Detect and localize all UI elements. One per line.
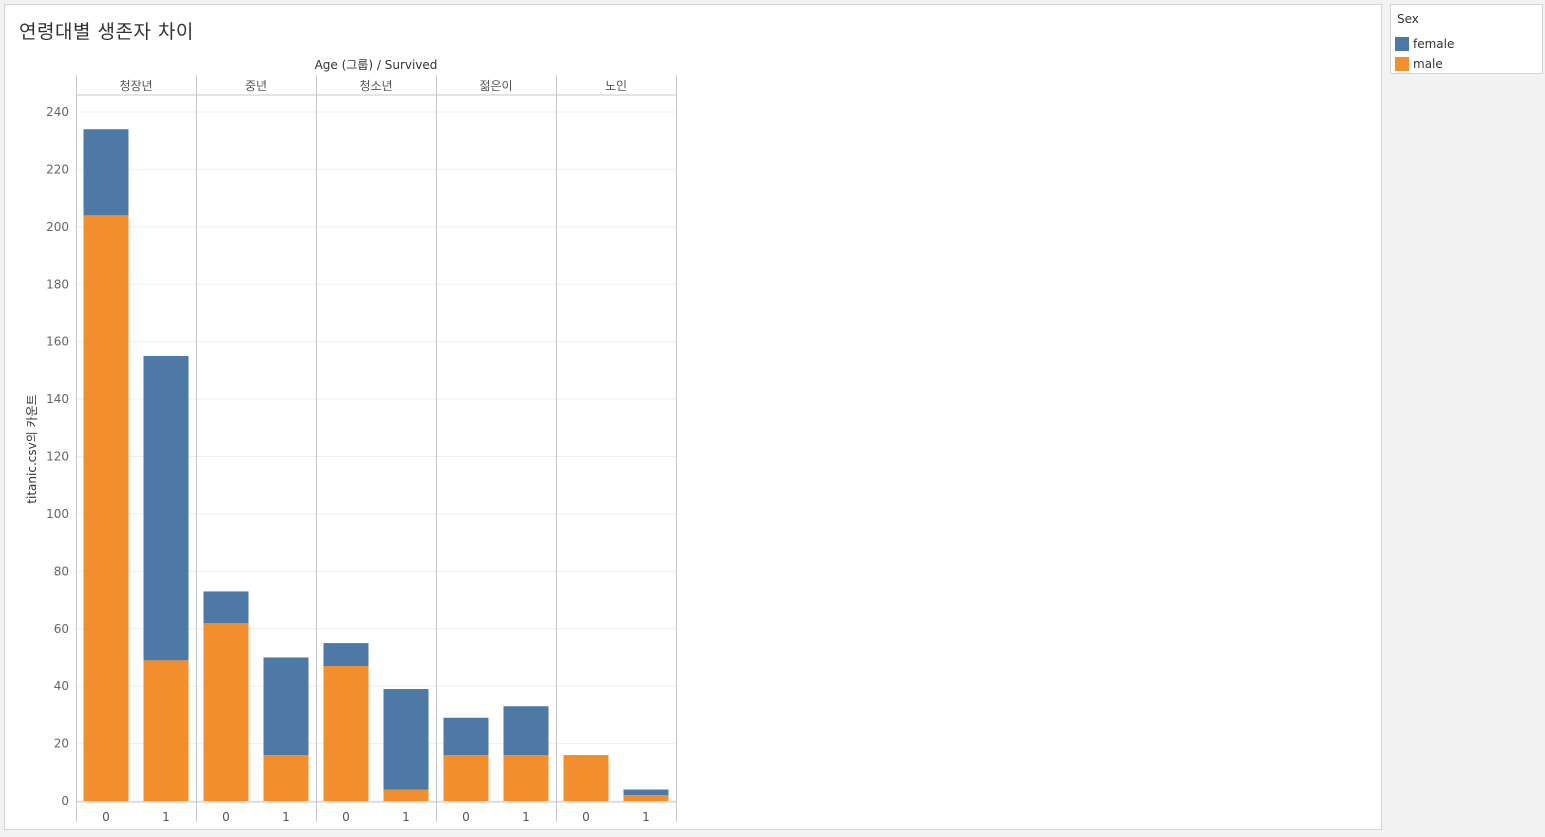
bar-male [443,755,489,801]
y-tick-label: 160 [46,335,69,349]
group-header-label: 노인 [605,79,627,93]
legend-item-male[interactable]: male [1395,56,1535,72]
x-tick-label: 0 [462,810,470,824]
chart-view: 연령대별 생존자 차이 Age (그룹) / Survived 0 20 40 60 80… [4,4,1382,830]
y-tick-label: 20 [54,737,69,751]
column-header-title: Age (그룹) / Survived [315,58,438,72]
x-tick-label: 1 [522,810,530,824]
legend-swatch-male [1395,57,1409,71]
y-axis-label: titanic.csv의 카운트 [25,394,39,503]
bar-female [203,591,249,624]
y-tick-label: 180 [46,277,69,291]
bar-male [383,789,429,801]
stacked-bar-chart: Age (그룹) / Survived020406080100120140160… [25,58,677,824]
y-tick-label: 140 [46,392,69,406]
y-tick-label: 80 [54,564,69,578]
bar-male [503,755,549,801]
bar-female [383,689,429,790]
bar-female [323,643,369,667]
x-tick-label: 0 [222,810,230,824]
group-header-label: 청장년 [119,79,152,93]
y-tick-label: 120 [46,450,69,464]
y-tick-label: 220 [46,162,69,176]
legend-label-male: male [1413,57,1443,71]
bar-female [503,706,549,756]
bar-female [143,356,189,661]
bar-female [443,717,489,756]
legend-title: Sex [1397,12,1419,26]
bar-male [323,666,369,801]
y-tick-label: 100 [46,507,69,521]
legend-item-female[interactable]: female [1395,36,1535,52]
y-tick-label: 240 [46,105,69,119]
y-tick-label: 0 [61,794,69,808]
x-tick-label: 0 [102,810,110,824]
x-tick-label: 0 [582,810,590,824]
bar-male [623,795,669,801]
legend-label-female: female [1413,37,1455,51]
x-tick-label: 1 [642,810,650,824]
x-tick-label: 1 [402,810,410,824]
bar-female [83,129,129,216]
bar-male [263,755,309,801]
chart-title: 연령대별 생존자 차이 [19,21,194,43]
bar-male [83,215,129,802]
bar-female [623,789,669,796]
bar-female [263,657,309,756]
y-tick-label: 200 [46,220,69,234]
y-tick-label: 40 [54,679,69,693]
group-header-label: 청소년 [359,79,392,93]
x-tick-label: 0 [342,810,350,824]
x-tick-label: 1 [282,810,290,824]
group-header-label: 젊은이 [479,79,512,93]
y-tick-label: 60 [54,622,69,636]
legend: Sex female male [1390,4,1543,74]
legend-swatch-female [1395,37,1409,51]
bar-male [563,755,609,801]
bar-male [143,660,189,801]
group-header-label: 중년 [245,79,267,93]
x-tick-label: 1 [162,810,170,824]
bar-male [203,623,249,801]
